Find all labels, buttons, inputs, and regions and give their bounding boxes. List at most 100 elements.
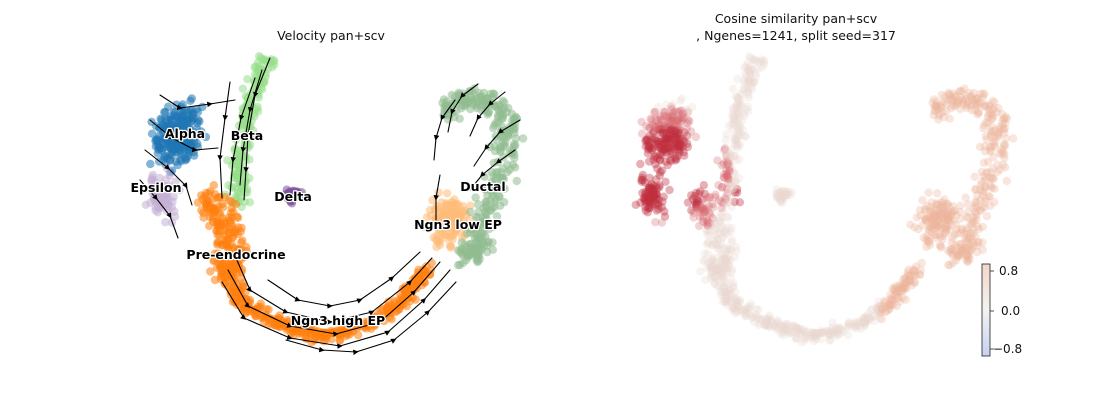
cell-point xyxy=(735,298,745,307)
cell-point xyxy=(700,189,709,199)
cell-point xyxy=(828,318,837,327)
cell-point xyxy=(636,198,645,207)
cell-point xyxy=(170,207,179,216)
cell-point xyxy=(457,245,466,254)
cell-point xyxy=(668,126,677,135)
cell-point xyxy=(714,196,724,205)
cell-point xyxy=(650,190,659,199)
cell-point xyxy=(475,233,484,242)
cell-point xyxy=(745,77,754,87)
cell-point xyxy=(647,180,656,189)
cell-point xyxy=(891,288,901,297)
cell-point xyxy=(711,231,720,240)
cell-point xyxy=(651,122,660,132)
cell-point xyxy=(720,257,729,266)
cell-point xyxy=(714,213,724,222)
cell-point xyxy=(743,84,752,93)
cell-point xyxy=(734,143,743,152)
cell-point xyxy=(696,202,705,211)
cell-point xyxy=(645,196,655,206)
cell-point xyxy=(461,220,470,229)
cell-point xyxy=(644,144,654,153)
cell-point xyxy=(710,226,720,235)
cell-point xyxy=(654,201,663,210)
cell-point xyxy=(641,198,651,207)
cell-point xyxy=(744,107,753,116)
cell-point xyxy=(722,129,731,139)
cell-point xyxy=(716,208,726,218)
cell-point xyxy=(726,150,735,159)
cell-point xyxy=(660,135,669,144)
cell-point xyxy=(708,268,717,277)
cell-point xyxy=(700,275,710,285)
cell-point xyxy=(714,259,724,268)
cell-point xyxy=(728,84,738,93)
cell-point xyxy=(657,140,666,150)
cell-point xyxy=(683,198,693,207)
cell-point xyxy=(934,115,943,124)
cell-point xyxy=(677,94,686,103)
cell-point xyxy=(675,140,684,149)
cell-point xyxy=(944,95,953,105)
cell-point xyxy=(446,203,456,213)
cluster-label-pre-endocrine: Pre-endocrine xyxy=(186,247,285,262)
cell-point xyxy=(718,255,727,264)
cell-point xyxy=(644,186,653,195)
cell-point xyxy=(232,212,242,221)
cell-point xyxy=(661,124,670,133)
cell-point xyxy=(728,184,737,193)
cell-point xyxy=(668,124,677,133)
cell-point xyxy=(985,192,994,201)
cell-point xyxy=(744,75,754,84)
cell-point xyxy=(714,245,723,254)
cell-point xyxy=(973,247,982,257)
cell-point xyxy=(700,256,709,265)
cell-point xyxy=(712,266,721,276)
cell-point xyxy=(711,266,721,275)
cell-point xyxy=(703,230,712,239)
cell-point xyxy=(197,206,206,215)
cell-point xyxy=(664,143,673,152)
cell-point xyxy=(671,136,680,145)
cell-point xyxy=(723,244,732,254)
cell-point xyxy=(775,188,784,197)
cell-point xyxy=(718,233,728,242)
cell-point xyxy=(663,134,672,144)
cluster-label-ductal: Ductal xyxy=(460,179,505,194)
cell-point xyxy=(698,195,707,204)
cell-point xyxy=(711,190,720,199)
cell-point xyxy=(733,105,742,114)
cell-point xyxy=(709,255,718,265)
cell-point xyxy=(710,238,720,247)
cell-point xyxy=(479,213,488,222)
cell-point xyxy=(722,166,731,175)
cell-point xyxy=(782,187,791,196)
cell-point xyxy=(745,311,754,320)
cell-point xyxy=(671,121,680,131)
cell-point xyxy=(644,191,653,201)
cell-point xyxy=(999,147,1008,157)
cell-point xyxy=(862,317,871,326)
cell-point xyxy=(198,194,208,204)
cell-point xyxy=(679,114,688,123)
cell-point xyxy=(903,271,913,280)
cell-point xyxy=(673,126,682,136)
cell-point xyxy=(683,119,692,128)
cell-point xyxy=(231,200,241,209)
cell-point xyxy=(779,187,788,196)
cell-point xyxy=(744,79,753,89)
cell-point xyxy=(729,120,738,130)
cell-point xyxy=(651,194,661,203)
cell-point xyxy=(704,202,713,211)
cell-point xyxy=(666,116,676,126)
cell-point xyxy=(773,194,782,203)
cell-point xyxy=(218,200,227,209)
cell-point xyxy=(732,246,741,256)
cell-point xyxy=(429,233,438,242)
cell-point xyxy=(953,251,962,260)
cell-point xyxy=(703,221,712,230)
cell-point xyxy=(743,88,752,97)
cell-point xyxy=(683,107,693,117)
cell-point xyxy=(496,109,505,118)
cell-point xyxy=(706,221,716,230)
